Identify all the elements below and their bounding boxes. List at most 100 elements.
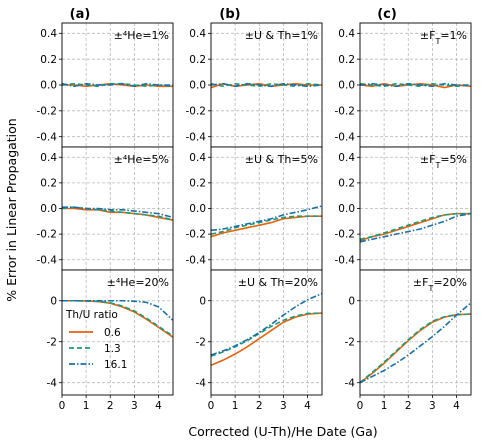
x-tick-label: 2: [405, 400, 412, 412]
x-axis-label: Corrected (U-Th)/He Date (Ga): [188, 424, 377, 439]
panel-b3: 0-2-40 1 2 3 4±U & Th=20%: [196, 269, 323, 412]
panel-frame: [210, 269, 323, 396]
series-line-1.3: [61, 82, 174, 88]
x-tick-label: 4: [304, 400, 311, 412]
series-line-1.3: [210, 312, 323, 357]
y-tick-label: -0.4: [335, 131, 356, 143]
y-tick-label: 0.4: [338, 28, 355, 40]
y-tick-label: -0.2: [37, 105, 58, 117]
legend-label-1.3: 1.3: [104, 343, 121, 355]
y-tick-label: 0.4: [189, 152, 206, 164]
panel-annotation: ±FT=20%: [413, 276, 467, 293]
series-line-0.6: [210, 312, 323, 367]
panel-c2: 0.4 0.2 0.0 -0.2 -0.4 ±FT=5%: [335, 146, 472, 273]
series-line-16.1: [359, 212, 472, 243]
series-line-16.1: [210, 292, 323, 356]
x-tick-label: 0: [357, 400, 364, 412]
y-tick-label: -0.2: [186, 105, 207, 117]
panel-annotation: ±U & Th=5%: [245, 153, 318, 166]
series-line-16.1: [210, 82, 323, 88]
panel-label-b: (b): [219, 7, 240, 22]
x-tick-label: 2: [107, 400, 114, 412]
y-tick-label: -2: [345, 336, 355, 348]
y-tick-label: -2: [196, 336, 206, 348]
legend-label-16.1: 16.1: [104, 359, 127, 371]
panel-frame: [359, 269, 472, 396]
series-line-1.3: [210, 82, 323, 88]
y-tick-label: 0.0: [338, 203, 355, 215]
series-line-1.3: [359, 212, 471, 241]
y-tick-label: 0.0: [40, 80, 57, 92]
series-line-1.3: [61, 206, 174, 221]
y-tick-label: 0.2: [40, 177, 57, 189]
series-line-16.1: [62, 299, 174, 321]
panel-c3: 0-2-40 1 2 3 4±FT=20%: [345, 269, 472, 412]
x-tick-label: 3: [429, 400, 436, 412]
y-tick-label: 0.0: [189, 80, 206, 92]
panel-background: [211, 270, 322, 395]
y-tick-label: -0.4: [186, 131, 207, 143]
panel-b1: 0.4 0.2 0.0 -0.2 -0.4 ±U & Th=1%: [186, 22, 323, 150]
legend-title: Th/U ratio: [65, 309, 118, 321]
y-tick-label: -0.2: [335, 105, 356, 117]
panel-annotation: ±FT=1%: [420, 29, 467, 46]
panel-a2: 0.4 0.2 0.0 -0.2 -0.4 ±⁴He=5%: [37, 146, 174, 273]
y-tick-label: 0.0: [189, 203, 206, 215]
x-tick-label: 2: [256, 400, 263, 412]
series-line-1.3: [62, 299, 174, 337]
x-tick-label: 1: [381, 400, 388, 412]
y-tick-label: -0.4: [335, 254, 356, 266]
panel-b2: 0.4 0.2 0.0 -0.2 -0.4 ±U & Th=5%: [186, 146, 323, 273]
y-tick-label: 0.4: [189, 28, 206, 40]
y-tick-label: -0.4: [37, 131, 58, 143]
y-tick-label: 0.4: [40, 28, 57, 40]
y-tick-label: 0: [50, 295, 57, 307]
series-line-16.1: [61, 82, 173, 88]
y-tick-label: 0.2: [189, 54, 206, 66]
series-line-1.3: [359, 82, 472, 88]
y-tick-label: 0.2: [338, 54, 355, 66]
x-tick-label: 1: [232, 400, 239, 412]
series-line-1.3: [359, 313, 472, 384]
panel-a1: 0.4 0.2 0.0 -0.2 -0.4 ±⁴He=1%: [37, 22, 174, 150]
panel-frame: [61, 269, 174, 396]
y-tick-label: -0.2: [186, 229, 207, 241]
panel-annotation: ±U & Th=20%: [238, 276, 318, 289]
panel-annotation: ±U & Th=1%: [245, 29, 318, 42]
series-line-16.1: [359, 82, 471, 88]
y-tick-label: -0.4: [37, 254, 58, 266]
y-tick-label: 0: [348, 295, 355, 307]
series-line-16.1: [210, 205, 323, 232]
y-tick-label: -4: [345, 377, 356, 389]
panel-label-c: (c): [377, 7, 397, 22]
panel-annotation: ±⁴He=20%: [107, 276, 169, 289]
panel-a3: 0-2-40 1 2 3 4±⁴He=20%: [47, 269, 174, 412]
panel-c1: 0.4 0.2 0.0 -0.2 -0.4 ±FT=1%: [335, 22, 472, 150]
y-tick-label: -0.2: [335, 229, 356, 241]
y-tick-label: -0.2: [37, 229, 58, 241]
panel-annotation: ±⁴He=1%: [114, 29, 169, 42]
y-tick-label: 0.0: [338, 80, 355, 92]
y-tick-label: 0.2: [338, 177, 355, 189]
panel-annotation: ±FT=5%: [420, 153, 467, 170]
panels: 0.4 0.2 0.0 -0.2 -0.4 ±⁴He=1% 0.4 0.2 0.0 -0.2 -0.…: [37, 22, 472, 412]
series-line-1.3: [210, 215, 322, 235]
y-tick-label: 0.2: [189, 177, 206, 189]
series-line-16.1: [359, 302, 472, 384]
y-tick-label: 0.4: [40, 152, 57, 164]
y-tick-label: 0.2: [40, 54, 57, 66]
y-tick-label: 0: [199, 295, 206, 307]
x-tick-label: 4: [453, 400, 460, 412]
panel-label-a: (a): [70, 7, 91, 22]
y-tick-label: -0.4: [186, 254, 207, 266]
legend-label-0.6: 0.6: [104, 327, 121, 339]
x-tick-label: 1: [83, 400, 90, 412]
x-tick-label: 4: [155, 400, 162, 412]
x-tick-label: 3: [131, 400, 138, 412]
y-tick-label: -4: [47, 377, 58, 389]
y-tick-label: -2: [47, 336, 57, 348]
y-tick-label: -4: [196, 377, 207, 389]
y-tick-label: 0.0: [40, 203, 57, 215]
legend: Th/U ratio 0.6 1.3 16.1: [65, 309, 127, 371]
